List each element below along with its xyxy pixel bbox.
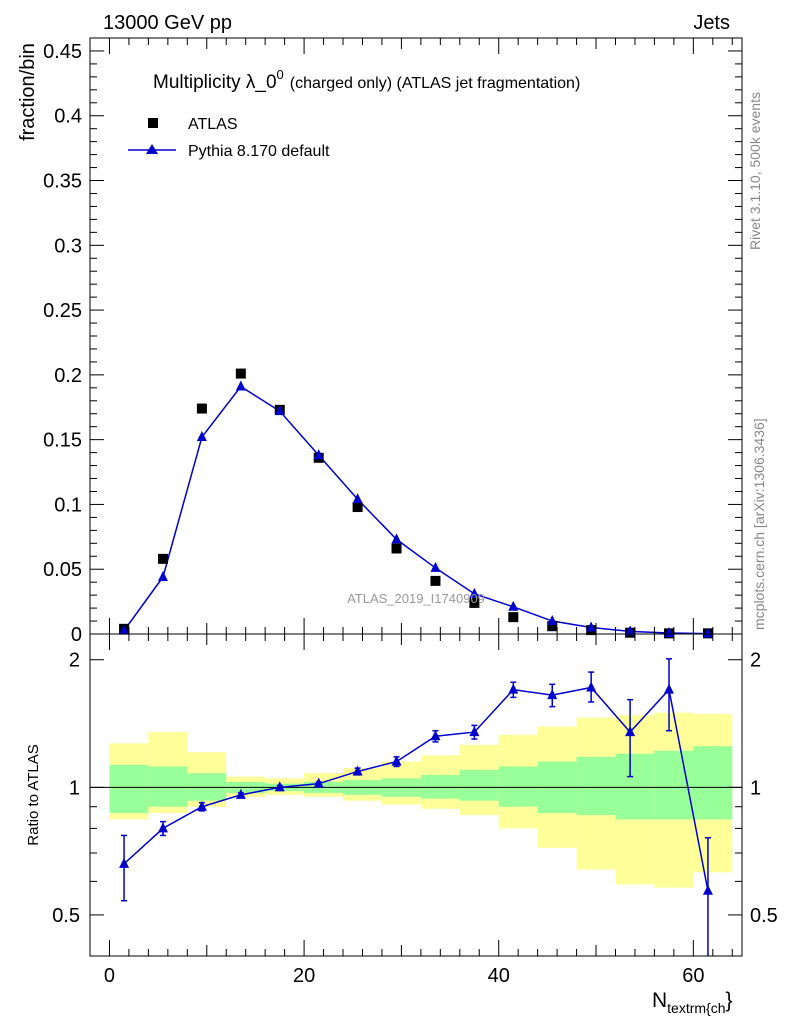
legend-pythia-label: Pythia 8.170 default [188,143,330,160]
pythia-line [123,385,708,635]
ratio-band-stat-9 [459,769,499,801]
title-main: Multiplicity λ_0 [153,72,277,93]
x-axis-label: Ntextrm{ch} [652,989,733,1016]
ratio-point-14 [664,683,675,694]
pythia-point-1 [157,570,168,581]
pythia-point-0 [119,624,130,635]
pythia-point-9 [469,587,480,598]
pythia-point-10 [508,600,519,611]
ratio-y-tick-label-right-0: 0.5 [750,905,778,927]
ratio-y-tick-label-right-2: 2 [750,650,761,672]
title-superscript: 0 [277,67,284,82]
pythia-point-3 [235,380,246,391]
axes-group: 00.050.10.150.20.250.30.350.40.450 20 40 60… [43,38,778,987]
ratio-point-3 [235,788,246,799]
ratio-band-stat-12 [576,756,616,816]
ratio-band-stat-15 [693,746,733,820]
pythia-point-7 [391,533,402,544]
energy-label: 13000 GeV pp [103,12,232,34]
ratio-y-tick-label-left-1: 1 [69,777,80,799]
y-tick-label-5: 0.25 [43,300,82,322]
legend-pythia-marker [146,144,158,154]
ratio-point-4 [274,781,285,792]
y-tick-label-9: 0.45 [43,41,82,63]
ratio-y-tick-label-left-2: 2 [69,650,80,672]
pythia-point-8 [430,561,441,572]
legend-atlas-label: ATLAS [188,116,238,133]
x-tick-label-1: 20 [293,965,315,987]
y-tick-label-0: 0 [71,624,82,646]
y-tick-label-4: 0.2 [54,365,82,387]
pythia-point-6 [352,493,363,504]
ratio-point-15 [702,884,713,895]
ratio-point-8 [430,730,441,741]
y-tick-label-2: 0.1 [54,494,82,516]
ratio-band-stat-1 [148,766,188,807]
title-rest: (charged only) (ATLAS jet fragmentation) [290,75,581,92]
ratio-point-6 [352,765,363,776]
atlas-point-11 [547,621,558,632]
ratio-band-stat-0 [109,764,149,813]
pythia-point-11 [547,615,558,626]
ratio-point-11 [547,689,558,700]
atlas-point-1 [157,553,168,564]
ratio-band-stat-10 [498,766,538,807]
ratio-panel-marks [90,658,742,956]
legend-atlas-marker [148,118,158,128]
y-tick-label-7: 0.35 [43,171,82,193]
ratio-y-axis-label: Ratio to ATLAS [25,744,42,845]
process-label: Jets [693,12,730,34]
atlas-point-3 [235,368,246,379]
atlas-point-6 [352,502,363,513]
ratio-line [123,686,709,891]
rivet-label: Rivet 3.1.10, 500k events [747,92,763,250]
ratio-y-tick-label-right-1: 1 [750,777,761,799]
x-label-main: N [652,989,667,1012]
ratio-point-7 [391,755,402,766]
ratio-point-5 [313,777,324,788]
atlas-point-10 [508,612,519,623]
atlas-point-7 [391,543,402,554]
main-panel-marks [119,368,713,639]
mcplots-label: mcplots.cern.ch [arXiv:1306.3436] [751,418,767,630]
y-tick-label-3: 0.15 [43,430,82,452]
ratio-point-9 [469,726,480,737]
ratio-band-stat-8 [420,774,460,799]
atlas-point-8 [430,575,441,586]
ratio-point-2 [196,800,207,811]
x-tick-label-0: 0 [104,965,115,987]
ratio-point-1 [157,822,168,833]
x-label-close: } [726,989,733,1012]
x-label-sub: textrm{ch [667,1000,725,1016]
ratio-point-13 [625,726,636,737]
pythia-point-2 [196,431,207,442]
ratio-point-0 [119,857,130,868]
y-tick-label-8: 0.4 [54,106,82,128]
pythia-point-5 [313,449,324,460]
ratio-point-12 [586,681,597,692]
atlas-point-9 [469,597,480,608]
pythia-point-4 [274,405,285,416]
ratio-point-10 [508,683,519,694]
x-tick-label-2: 40 [488,965,510,987]
pythia-point-12 [586,621,597,632]
atlas-point-2 [196,403,207,414]
plot-title: Multiplicity λ_00 (charged only) (ATLAS j… [153,67,580,93]
ratio-y-tick-label-left-0: 0.5 [52,905,80,927]
x-tick-label-3: 60 [682,965,704,987]
ratio-band-stat-13 [615,753,655,820]
ratio-panel-frame [89,633,743,957]
y-axis-label: fraction/bin [17,43,39,141]
analysis-watermark: ATLAS_2019_I1740909 [347,591,485,606]
y-tick-label-1: 0.05 [43,559,82,581]
pythia-point-15 [702,627,713,638]
y-tick-label-6: 0.3 [54,235,82,257]
pythia-point-13 [625,625,636,636]
